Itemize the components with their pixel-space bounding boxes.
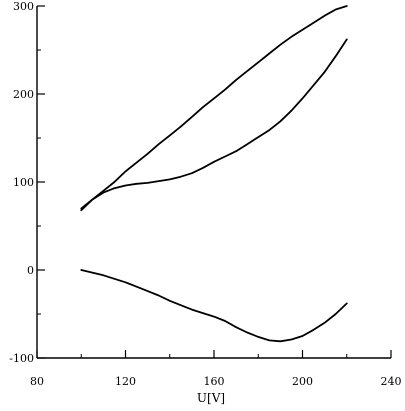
axes: -100 0 100 200 300 80 120 160 200 240 <box>9 0 401 388</box>
series-line-3 <box>80 269 348 343</box>
y-tick-label: 300 <box>13 0 34 13</box>
series-line-1 <box>80 5 348 210</box>
x-axis-label: U[V] <box>197 391 225 405</box>
x-tick-label: 160 <box>204 375 225 388</box>
y-tick-label: 0 <box>27 264 34 277</box>
series-layer <box>80 5 348 343</box>
y-tick-label: 200 <box>13 88 34 101</box>
series-line-2 <box>80 38 348 212</box>
x-tick-label: 240 <box>381 375 402 388</box>
x-tick-label: 200 <box>292 375 313 388</box>
x-tick-label: 80 <box>30 375 44 388</box>
y-tick-label: 100 <box>13 176 34 189</box>
y-tick-label: -100 <box>9 352 34 365</box>
x-tick-label: 120 <box>115 375 136 388</box>
